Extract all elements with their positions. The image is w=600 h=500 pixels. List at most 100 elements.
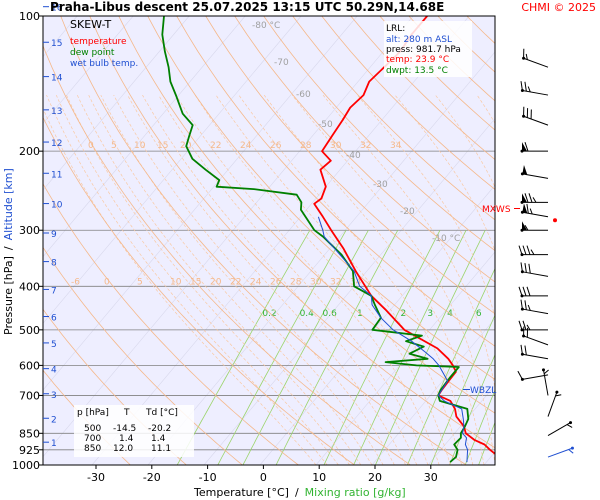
mixing-ratio-line xyxy=(449,353,495,465)
wind-barb-feather xyxy=(555,394,562,397)
wind-barb-feather xyxy=(526,286,531,296)
wind-barb xyxy=(547,390,562,417)
mixing-ratio-line xyxy=(275,230,399,465)
altitude-tick-label: 8 xyxy=(51,259,57,269)
moist-adiabat-label: 34 xyxy=(350,277,362,287)
wind-barb xyxy=(520,344,549,360)
moist-adiabat-line xyxy=(46,94,328,465)
altitude-tick-label: 10 xyxy=(51,201,63,211)
wind-barb-feather xyxy=(520,81,523,91)
moist-adiabat-line xyxy=(291,94,495,465)
wind-barb xyxy=(520,203,549,218)
moist-adiabat-label: 5 xyxy=(137,277,143,287)
wind-barb-staff xyxy=(542,369,549,396)
dry-adiabat-label: 28 xyxy=(300,141,312,151)
mixing-ratio-label: 2 xyxy=(400,309,406,319)
pressure-tick-label: 1000 xyxy=(12,459,40,472)
mixing-ratio-label: 0.4 xyxy=(300,309,315,319)
wind-barb-feather xyxy=(526,203,529,214)
wind-barb-feather xyxy=(524,193,529,203)
wind-barb xyxy=(520,299,549,315)
x-axis-title: Temperature [°C] / Mixing ratio [g/kg] xyxy=(193,486,406,499)
mixing-ratio-line xyxy=(242,230,369,465)
summary-table: p [hPa] T Td [°C] 500 -14.5 -20.2 700 1.… xyxy=(74,405,194,457)
lrl-title: LRL: xyxy=(386,24,405,34)
wind-barb xyxy=(518,245,548,257)
dry-adiabat-label: 10 xyxy=(134,141,146,151)
pressure-tick-label: 700 xyxy=(19,389,40,402)
wind-barb-feather xyxy=(524,300,527,310)
wind-barb-feather xyxy=(522,245,527,255)
wind-barb-staff xyxy=(522,308,549,315)
dry-adiabat-label: 22 xyxy=(210,141,221,151)
mxws-label: MXWS xyxy=(482,205,511,215)
wind-barb-feather xyxy=(524,81,527,92)
pressure-tick-label: 200 xyxy=(19,145,40,158)
wind-barb-staff xyxy=(523,115,549,126)
dry-adiabat-label: 5 xyxy=(111,141,117,151)
lrl-box: LRL: alt: 280 m ASL press: 981.7 hPa tem… xyxy=(384,21,472,77)
moist-adiabat-line xyxy=(175,94,440,465)
wind-barb-feather xyxy=(526,245,531,255)
isotherm-line xyxy=(43,16,246,258)
wind-barb xyxy=(520,221,548,232)
wind-barb-staff xyxy=(522,374,549,380)
moist-adiabat-line xyxy=(394,94,495,252)
table-cell: 11.1 xyxy=(151,444,171,454)
moist-adiabat-line xyxy=(127,94,406,465)
table-cell: 850 xyxy=(84,444,101,454)
dry-adiabat-line xyxy=(60,16,467,465)
wind-barb-pennant xyxy=(522,203,528,214)
temperature-tick-label: 10 xyxy=(312,471,326,484)
wind-barb xyxy=(520,262,549,277)
moist-adiabat-line xyxy=(555,95,579,465)
moist-adiabat-label: 0 xyxy=(104,277,110,287)
altitude-tick-label: 4 xyxy=(51,366,57,376)
wind-barb-feather xyxy=(522,286,527,296)
isotherm-line xyxy=(483,451,495,465)
wind-barb-feather xyxy=(527,86,531,93)
moist-adiabat-line xyxy=(263,94,485,465)
altitude-tick-label: 2 xyxy=(51,415,57,425)
wind-barb xyxy=(518,320,548,332)
table-cell: 700 xyxy=(84,434,101,444)
mixing-ratio-line xyxy=(323,230,441,465)
isotherm-line xyxy=(43,16,134,124)
wind-barb xyxy=(517,370,549,381)
dry-adiabat-label: 26 xyxy=(270,141,282,151)
pressure-tick-label: 100 xyxy=(19,10,40,23)
dry-adiabat-line xyxy=(176,16,495,347)
moist-adiabat-line xyxy=(66,94,350,465)
wind-barb xyxy=(520,81,549,96)
moist-adiabat-label: 22 xyxy=(230,277,241,287)
table-header-p: p [hPa] xyxy=(77,408,109,418)
dry-adiabat-label: 15 xyxy=(157,141,168,151)
wind-barb-staff xyxy=(522,90,549,96)
wind-barb-feather xyxy=(529,208,533,215)
wind-barb-dot xyxy=(569,421,573,425)
dry-adiabat-line xyxy=(43,246,243,465)
wind-barb xyxy=(522,326,549,346)
wind-barb-dot xyxy=(570,446,574,450)
dry-adiabat-line xyxy=(263,16,495,252)
isotherm-line xyxy=(43,16,358,391)
altitude-tick-label: 13 xyxy=(51,107,62,117)
mixing-ratio-label: 0.6 xyxy=(323,309,338,319)
altitude-tick-label: 1 xyxy=(51,439,57,449)
series-line-wet-bulb-temp xyxy=(317,216,469,463)
table-header-td: Td [°C] xyxy=(145,408,178,418)
table-cell: 1.4 xyxy=(119,434,134,444)
wind-barb-dot xyxy=(555,390,559,394)
lrl-dwpt: dwpt: 13.5 °C xyxy=(386,66,448,76)
mixing-ratio-line xyxy=(217,230,347,465)
isotherm-line xyxy=(147,51,495,465)
dry-adiabat-line xyxy=(583,16,600,465)
pressure-tick-label: 400 xyxy=(19,280,40,293)
dry-adiabat-label: 0 xyxy=(88,141,94,151)
moist-adiabat-line xyxy=(142,94,418,465)
mixing-ratio-label: 3 xyxy=(427,309,433,319)
grid-layer xyxy=(43,16,495,465)
wind-barb-staff xyxy=(522,271,549,277)
legend-item-dewpoint: dew point xyxy=(70,48,115,58)
altitude-tick-label: 12 xyxy=(51,139,62,149)
